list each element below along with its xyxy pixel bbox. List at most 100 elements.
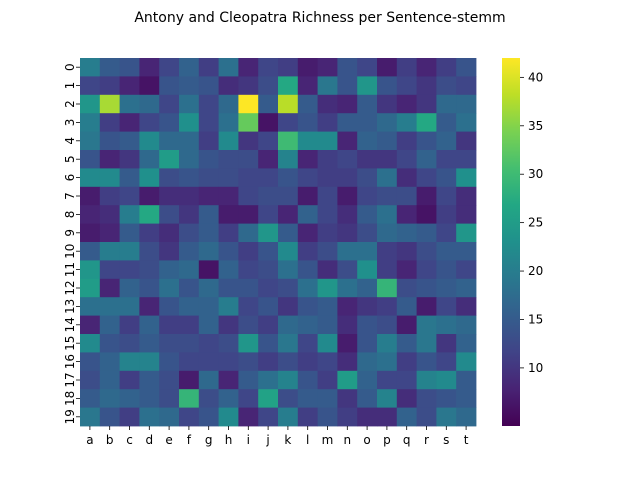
heatmap-cell bbox=[139, 352, 160, 372]
heatmap-cell bbox=[377, 186, 398, 206]
heatmap-cell bbox=[119, 370, 140, 390]
heatmap-cell bbox=[377, 113, 398, 132]
heatmap-cell bbox=[416, 168, 437, 188]
heatmap-cell bbox=[436, 389, 457, 408]
heatmap-cell bbox=[139, 242, 160, 261]
heatmap-cell bbox=[416, 76, 437, 96]
heatmap-cell bbox=[179, 352, 200, 372]
heatmap-cell bbox=[179, 131, 200, 151]
heatmap-cell bbox=[218, 278, 239, 298]
heatmap-cell bbox=[119, 297, 140, 316]
heatmap-cell bbox=[238, 297, 259, 316]
heatmap-cell bbox=[317, 278, 338, 298]
heatmap-cell bbox=[456, 389, 477, 408]
heatmap-cell bbox=[238, 352, 259, 372]
heatmap-cell bbox=[377, 131, 398, 151]
heatmap-cell bbox=[297, 297, 318, 316]
heatmap-cell bbox=[238, 113, 259, 132]
heatmap-cell bbox=[377, 297, 398, 316]
heatmap-cell bbox=[436, 76, 457, 96]
heatmap-cell bbox=[198, 278, 219, 298]
x-tick-label: j bbox=[265, 433, 269, 447]
heatmap-cell bbox=[218, 389, 239, 408]
heatmap-cell bbox=[218, 315, 239, 335]
x-tick-label: p bbox=[383, 433, 391, 447]
heatmap-cell bbox=[258, 150, 279, 169]
heatmap-cell bbox=[297, 113, 318, 132]
heatmap-cell bbox=[159, 205, 180, 224]
heatmap-cell bbox=[377, 334, 398, 353]
heatmap-cell bbox=[119, 260, 140, 280]
heatmap-cell bbox=[258, 334, 279, 353]
heatmap-cell bbox=[396, 278, 417, 298]
heatmap-cell bbox=[337, 94, 358, 114]
heatmap-cell bbox=[357, 186, 378, 206]
heatmap-cell bbox=[198, 407, 219, 427]
heatmap-cell bbox=[218, 58, 239, 77]
heatmap-cell bbox=[80, 260, 101, 280]
heatmap-cell bbox=[297, 278, 318, 298]
heatmap-cell bbox=[159, 297, 180, 316]
heatmap-cell bbox=[179, 223, 200, 243]
heatmap-cell bbox=[99, 389, 120, 408]
heatmap-cell bbox=[297, 389, 318, 408]
heatmap-cell bbox=[99, 113, 120, 132]
heatmap-cell bbox=[337, 334, 358, 353]
heatmap-cell bbox=[456, 150, 477, 169]
x-tick-label: f bbox=[187, 433, 192, 447]
heatmap-cell bbox=[179, 297, 200, 316]
heatmap-cell bbox=[396, 58, 417, 77]
heatmap-cell bbox=[119, 205, 140, 224]
heatmap-cell bbox=[278, 407, 299, 427]
heatmap-cell bbox=[159, 113, 180, 132]
heatmap-cell bbox=[159, 150, 180, 169]
heatmap-cell bbox=[80, 407, 101, 427]
heatmap-cell bbox=[377, 260, 398, 280]
x-tick-label: g bbox=[205, 433, 213, 447]
heatmap-cell bbox=[179, 407, 200, 427]
heatmap-cell bbox=[416, 223, 437, 243]
heatmap-cell bbox=[80, 58, 101, 77]
heatmap-cell bbox=[396, 389, 417, 408]
heatmap-cell bbox=[456, 297, 477, 316]
heatmap-cell bbox=[218, 168, 239, 188]
heatmap-cell bbox=[297, 260, 318, 280]
heatmap-cell bbox=[396, 334, 417, 353]
heatmap-cell bbox=[416, 278, 437, 298]
heatmap-cell bbox=[317, 76, 338, 96]
heatmap-cell bbox=[278, 334, 299, 353]
heatmap-cell bbox=[317, 113, 338, 132]
heatmap-cell bbox=[377, 352, 398, 372]
heatmap-cell bbox=[456, 352, 477, 372]
heatmap-cell bbox=[317, 168, 338, 188]
heatmap-cell bbox=[456, 205, 477, 224]
heatmap-cell bbox=[317, 223, 338, 243]
heatmap-cell bbox=[317, 131, 338, 151]
colorbar bbox=[502, 58, 520, 426]
heatmap-cell bbox=[416, 58, 437, 77]
heatmap-cell bbox=[317, 186, 338, 206]
heatmap-cell bbox=[377, 315, 398, 335]
heatmap-cell bbox=[416, 260, 437, 280]
heatmap-cell bbox=[198, 150, 219, 169]
heatmap-cell bbox=[99, 76, 120, 96]
heatmap-cell bbox=[198, 113, 219, 132]
heatmap-cell bbox=[396, 168, 417, 188]
heatmap-cell bbox=[218, 297, 239, 316]
heatmap-cell bbox=[159, 223, 180, 243]
heatmap-cell bbox=[377, 205, 398, 224]
heatmap-cell bbox=[436, 297, 457, 316]
heatmap-cell bbox=[278, 242, 299, 261]
heatmap-cell bbox=[337, 186, 358, 206]
heatmap-cell bbox=[357, 334, 378, 353]
heatmap-cell bbox=[337, 315, 358, 335]
heatmap-cell bbox=[396, 131, 417, 151]
heatmap-cell bbox=[80, 76, 101, 96]
colorbar-tick-label: 15 bbox=[528, 312, 543, 326]
heatmap-cell bbox=[198, 223, 219, 243]
heatmap-cell bbox=[278, 113, 299, 132]
heatmap-cell bbox=[456, 186, 477, 206]
heatmap-cell bbox=[456, 58, 477, 77]
heatmap-cell bbox=[159, 58, 180, 77]
